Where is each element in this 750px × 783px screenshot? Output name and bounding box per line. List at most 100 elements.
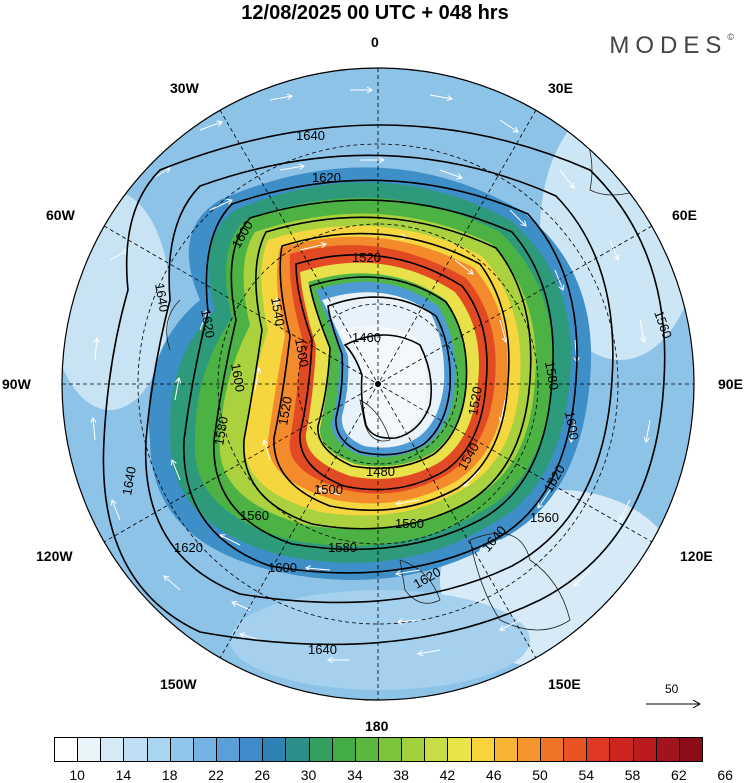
label-1640d: 1640 — [308, 642, 337, 657]
lon-label-120w: 120W — [36, 548, 73, 564]
colorbar-cell — [470, 737, 495, 762]
label-1640a: 1640 — [296, 128, 325, 143]
colorbar-tick-label: 38 — [393, 767, 409, 783]
label-1560a: 1560 — [530, 510, 559, 525]
colorbar — [54, 737, 703, 762]
coastline-antarctica-peninsula — [359, 399, 391, 442]
colorbar-tick-label: 54 — [578, 767, 595, 783]
label-1620a: 1620 — [312, 170, 341, 185]
contour-1540 — [273, 232, 510, 512]
colorbar-cell — [655, 737, 680, 762]
contour-1520 — [295, 254, 488, 491]
lon-label-180: 180 — [365, 718, 389, 734]
colorbar-cell — [401, 737, 426, 762]
colorbar-cell — [354, 737, 379, 762]
colorbar-cell — [516, 737, 541, 762]
colorbar-cell — [308, 737, 333, 762]
label-1600d: 1600 — [268, 560, 297, 575]
label-1460: 1460 — [352, 330, 381, 345]
colorbar-cell — [54, 737, 79, 762]
brand-text: MODES — [609, 32, 728, 59]
colorbar-cell — [563, 737, 588, 762]
lon-label-0: 0 — [371, 34, 379, 50]
chart-title: 12/08/2025 00 UTC + 048 hrs — [241, 2, 509, 24]
colorbar-cell — [493, 737, 518, 762]
colorbar-tick-label: 50 — [532, 767, 548, 783]
label-1500a: 1500 — [292, 337, 312, 368]
contour-1460 — [343, 334, 433, 440]
label-1520c: 1520 — [275, 395, 295, 426]
label-1620b: 1620 — [198, 308, 218, 339]
label-1640b: 1640 — [152, 282, 172, 313]
copyright-mark: © — [727, 32, 734, 42]
label-1640c: 1640 — [119, 465, 139, 496]
colorbar-tick-label: 66 — [717, 767, 733, 783]
lon-label-120e: 120E — [680, 548, 713, 564]
colorbar-cell — [169, 737, 194, 762]
lon-label-60w: 60W — [46, 207, 75, 223]
contour-1480 — [327, 296, 452, 456]
colorbar-cell — [424, 737, 449, 762]
label-1520b: 1520 — [465, 385, 485, 416]
label-1560c: 1560 — [395, 516, 424, 531]
colorbar-tick-label: 58 — [624, 767, 641, 783]
colorbar-tick-label: 26 — [254, 767, 271, 783]
colorbar-tick-label: 42 — [439, 767, 456, 783]
contour-1560 — [243, 216, 532, 530]
label-1580a: 1580 — [542, 360, 562, 391]
lon-label-30w: 30W — [170, 80, 199, 96]
lon-label-150e: 150E — [548, 676, 581, 692]
colorbar-cell — [77, 737, 102, 762]
lon-label-150w: 150W — [160, 676, 197, 692]
reference-vector-label: 50 — [665, 682, 679, 696]
label-1560b: 1560 — [240, 508, 269, 523]
label-1580c: 1580 — [211, 415, 231, 446]
label-1520a: 1520 — [352, 250, 381, 265]
contour-1500 — [309, 276, 468, 470]
height-contours — [102, 124, 666, 646]
colorbar-cell — [285, 737, 310, 762]
contour-1620 — [144, 154, 614, 604]
colorbar-tick-label: 34 — [347, 767, 363, 783]
colorbar-cell — [586, 737, 611, 762]
contour-1580 — [213, 199, 554, 551]
colorbar-cell — [123, 737, 148, 762]
colorbar-tick-label: 14 — [115, 767, 132, 783]
colorbar-cell — [609, 737, 634, 762]
label-1500b: 1500 — [314, 482, 343, 497]
label-1620d: 1620 — [174, 540, 203, 555]
colorbar-tick-label: 18 — [161, 767, 178, 783]
colorbar-cell — [540, 737, 565, 762]
label-1600b: 1600 — [228, 362, 248, 393]
colorbar-cell — [378, 737, 403, 762]
lon-label-90e: 90E — [718, 376, 743, 392]
label-1480: 1480 — [366, 464, 395, 479]
colorbar-tick-label: 22 — [208, 767, 224, 783]
colorbar-cell — [239, 737, 264, 762]
colorbar-cell — [678, 737, 703, 762]
colorbar-cell — [216, 737, 241, 762]
lon-label-60e: 60E — [672, 207, 697, 223]
label-1580b: 1580 — [328, 540, 357, 555]
colorbar-tick-label: 10 — [69, 767, 85, 783]
colorbar-cell — [100, 737, 125, 762]
colorbar-tick-label: 30 — [300, 767, 317, 783]
colorbar-cell — [447, 737, 472, 762]
pale-patch-s — [230, 590, 530, 690]
label-1540a: 1540 — [268, 296, 288, 327]
colorbar-cell — [262, 737, 287, 762]
modes-logo: MODES© — [609, 32, 734, 60]
colorbar-tick-label: 62 — [671, 767, 687, 783]
map-boundary — [61, 67, 695, 701]
coastline-south-america — [166, 299, 181, 351]
lon-label-30e: 30E — [548, 80, 573, 96]
contour-1600 — [183, 179, 578, 574]
colorbar-tick-label: 46 — [485, 767, 502, 783]
contour-1640 — [102, 124, 666, 646]
colorbar-cell — [146, 737, 171, 762]
colorbar-cell — [192, 737, 217, 762]
colorbar-cell — [331, 737, 356, 762]
colorbar-cell — [632, 737, 657, 762]
lon-label-90w: 90W — [2, 376, 31, 392]
